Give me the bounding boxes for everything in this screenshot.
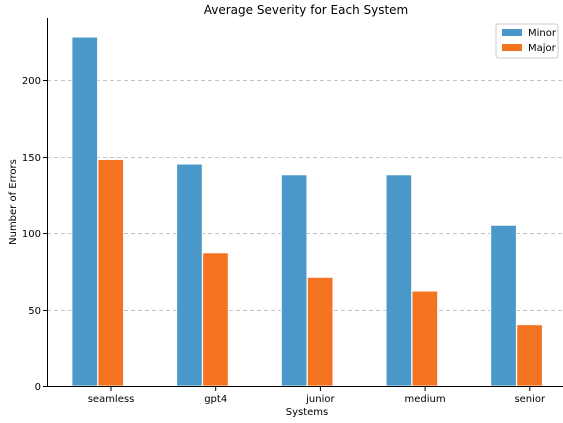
bars [71, 36, 543, 387]
bar-major-gpt4 [202, 252, 229, 387]
grid-lines [47, 80, 563, 311]
legend: Minor Major [495, 23, 559, 59]
bar-major-seamless [97, 159, 124, 387]
y-ticks: 0 50 100 150 200 [22, 76, 47, 393]
legend-label-major: Major [528, 43, 557, 54]
y-tick-label: 100 [22, 229, 41, 240]
legend-swatch-minor [502, 29, 522, 36]
bar-major-junior [306, 276, 334, 387]
chart-title: Average Severity for Each System [204, 3, 408, 17]
y-tick-label: 0 [35, 382, 41, 393]
axes [47, 18, 563, 387]
y-axis-label: Number of Errors [8, 159, 19, 245]
x-tick-label-senior: senior [514, 394, 546, 405]
x-tick-label-medium: medium [405, 394, 446, 405]
x-ticks: seamless gpt4 junior medium senior [88, 387, 546, 405]
x-tick-label-gpt4: gpt4 [204, 394, 227, 405]
bar-minor-junior [280, 174, 308, 387]
bar-minor-medium [385, 174, 413, 387]
bar-major-senior [516, 324, 543, 387]
bar-minor-seamless [71, 36, 98, 387]
x-axis-label: Systems [286, 407, 329, 418]
y-tick-label: 50 [28, 306, 41, 317]
bar-major-medium [411, 290, 439, 387]
bar-minor-gpt4 [176, 163, 203, 387]
y-tick-label: 200 [22, 76, 41, 87]
x-tick-label-junior: junior [305, 394, 335, 405]
legend-label-minor: Minor [528, 28, 557, 39]
bar-minor-senior [490, 224, 517, 387]
legend-swatch-major [502, 44, 522, 51]
x-tick-label-seamless: seamless [88, 394, 135, 405]
y-tick-label: 150 [22, 153, 41, 164]
